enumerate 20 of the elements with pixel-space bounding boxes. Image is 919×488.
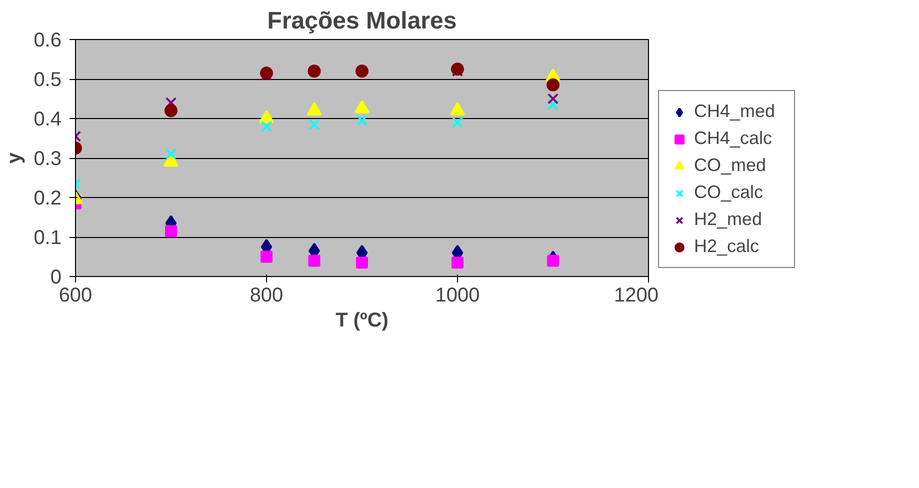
y-tick-label: 0.4 xyxy=(34,108,62,130)
x-tick-label: 600 xyxy=(58,284,92,306)
legend-label: CH4_med xyxy=(694,101,776,122)
x-tick-label: 1200 xyxy=(614,284,659,306)
x-tick-label: 1000 xyxy=(435,284,480,306)
legend-label: CO_calc xyxy=(694,182,764,203)
x-axis-title: T (ºC) xyxy=(336,310,388,332)
y-tick-label: 0.5 xyxy=(34,69,62,91)
legend-label: CO_med xyxy=(694,155,768,176)
legend-label: H2_med xyxy=(694,209,764,230)
y-tick-label: 0.3 xyxy=(34,148,62,170)
y-axis-title: y xyxy=(4,152,26,164)
x-tick-label: 800 xyxy=(250,284,284,306)
legend-label: H2_calc xyxy=(694,236,760,257)
legend-label: CH4_calc xyxy=(694,128,774,149)
y-tick-label: 0.6 xyxy=(34,30,62,52)
y-tick-label: 0.2 xyxy=(34,188,62,210)
y-tick-label: 0 xyxy=(50,266,62,288)
chart-title: Frações Molares xyxy=(267,8,457,34)
y-tick-label: 0.1 xyxy=(34,227,62,249)
